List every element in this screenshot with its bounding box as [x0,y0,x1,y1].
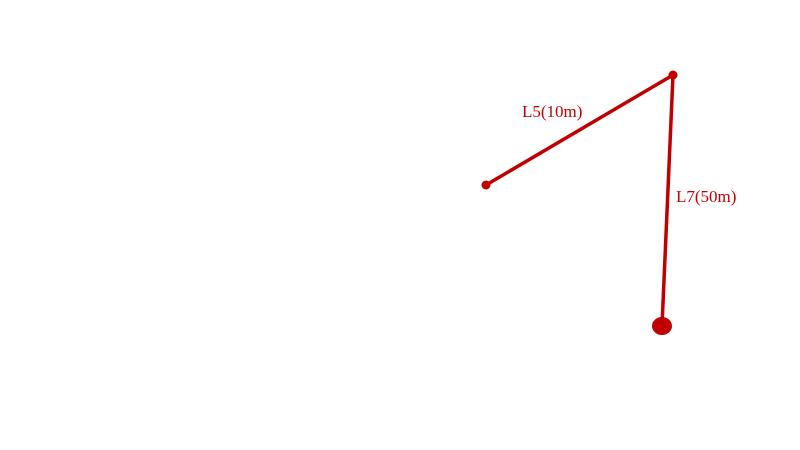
node-junction [668,70,678,80]
segment-label-l5: L5(10m) [522,102,582,121]
node-start [481,180,491,190]
segment-label-l7: L7(50m) [676,187,736,206]
segment-l5 [484,73,675,187]
segment-l7 [660,73,675,328]
node-end [652,317,672,335]
